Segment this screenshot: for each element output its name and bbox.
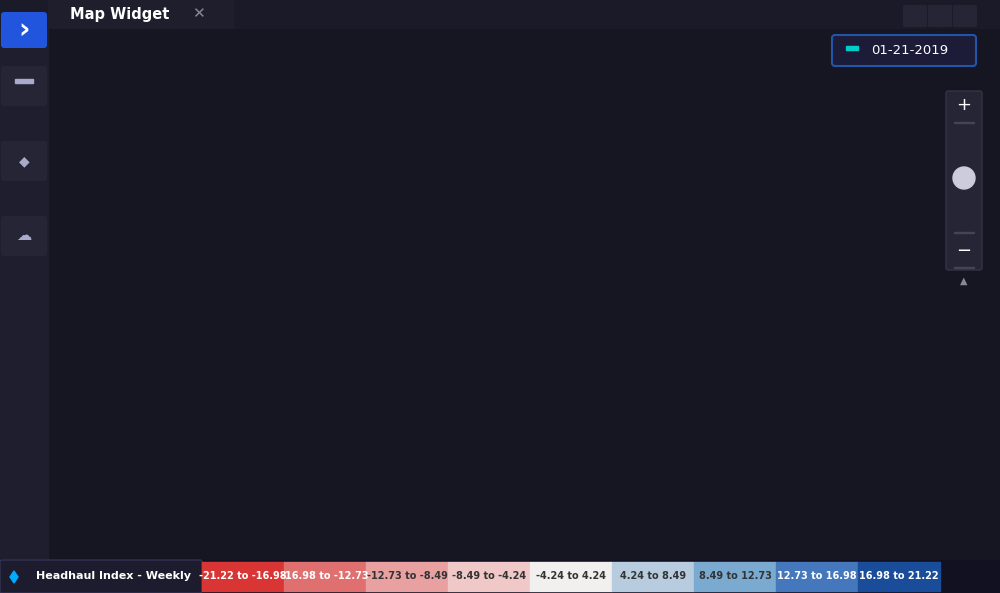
- Bar: [954, 232, 974, 233]
- Bar: [858, 562, 940, 591]
- Bar: [0, 0, 48, 593]
- Text: ✕: ✕: [192, 7, 204, 21]
- FancyBboxPatch shape: [1, 66, 47, 106]
- Text: 01-21-2019: 01-21-2019: [871, 44, 949, 58]
- Text: -4.24 to 4.24: -4.24 to 4.24: [536, 571, 606, 581]
- Polygon shape: [10, 571, 18, 583]
- Bar: [15, 79, 33, 83]
- Bar: [954, 267, 974, 268]
- Text: Headhaul Index - Weekly: Headhaul Index - Weekly: [36, 571, 190, 581]
- Bar: [954, 122, 974, 123]
- Text: ▲: ▲: [960, 276, 968, 286]
- Text: -12.73 to -8.49: -12.73 to -8.49: [367, 571, 447, 581]
- Bar: [694, 562, 776, 591]
- Bar: [202, 562, 284, 591]
- FancyBboxPatch shape: [928, 5, 952, 27]
- Text: ☁: ☁: [16, 228, 32, 244]
- Circle shape: [953, 167, 975, 189]
- Bar: [0, 0, 1000, 28]
- Text: ›: ›: [18, 16, 30, 44]
- Bar: [48, 0, 233, 28]
- Text: 12.73 to 16.98: 12.73 to 16.98: [777, 571, 857, 581]
- Bar: [846, 46, 858, 57]
- Bar: [530, 562, 612, 591]
- FancyBboxPatch shape: [903, 5, 927, 27]
- Text: ◆: ◆: [19, 154, 29, 168]
- FancyBboxPatch shape: [1, 141, 47, 181]
- FancyBboxPatch shape: [953, 5, 977, 27]
- FancyBboxPatch shape: [946, 91, 982, 270]
- Text: Map Widget: Map Widget: [70, 7, 169, 21]
- Text: 4.24 to 8.49: 4.24 to 8.49: [620, 571, 686, 581]
- Text: -16.98 to -12.73: -16.98 to -12.73: [281, 571, 369, 581]
- Bar: [15, 79, 33, 93]
- Bar: [0, 560, 1000, 593]
- FancyBboxPatch shape: [1, 12, 47, 48]
- Bar: [846, 46, 858, 50]
- Bar: [366, 562, 448, 591]
- FancyBboxPatch shape: [832, 35, 976, 66]
- Text: -21.22 to -16.98: -21.22 to -16.98: [199, 571, 287, 581]
- Text: +: +: [956, 96, 972, 114]
- Bar: [448, 562, 530, 591]
- Bar: [776, 562, 858, 591]
- Text: −: −: [956, 242, 972, 260]
- FancyBboxPatch shape: [0, 560, 202, 593]
- Bar: [284, 562, 366, 591]
- FancyBboxPatch shape: [1, 216, 47, 256]
- Text: 16.98 to 21.22: 16.98 to 21.22: [859, 571, 939, 581]
- Bar: [612, 562, 694, 591]
- Text: -8.49 to -4.24: -8.49 to -4.24: [452, 571, 526, 581]
- Text: 8.49 to 12.73: 8.49 to 12.73: [699, 571, 771, 581]
